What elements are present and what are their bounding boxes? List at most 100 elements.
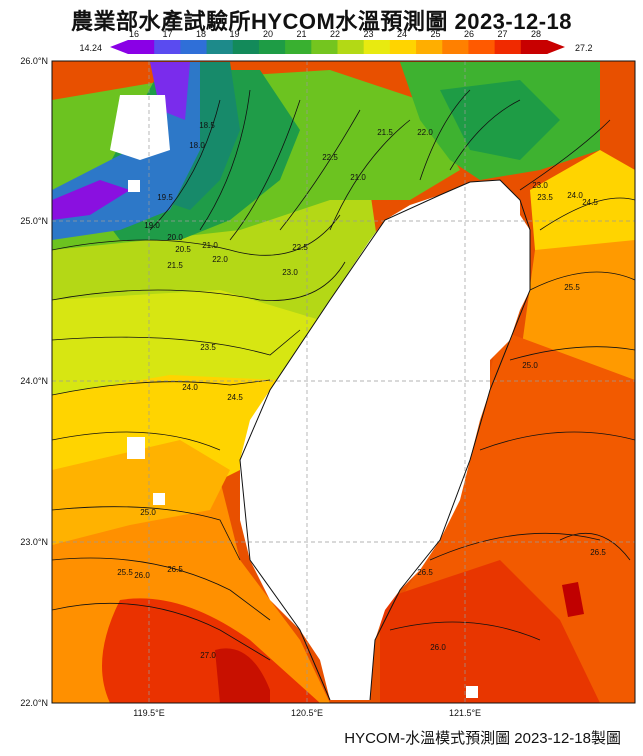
contour-label: 20.0 (167, 233, 183, 242)
colorbar-tick-label: 26 (464, 29, 474, 39)
colorbar-tick-label: 21 (296, 29, 306, 39)
contour-label: 25.0 (522, 361, 538, 370)
contour-label: 23.5 (537, 193, 553, 202)
coastline (239, 179, 531, 701)
longitude-label: 121.5°E (449, 708, 481, 718)
contour-label: 23.0 (282, 268, 298, 277)
colorbar: 16 17 18 19 20 21 22 23 24 25 26 27 28 14.24 27.2 (79, 29, 593, 54)
contour-label: 24.5 (582, 198, 598, 207)
contour-label: 19.5 (157, 193, 173, 202)
contour-label: 26.0 (134, 571, 150, 580)
contour-label: 24.0 (182, 383, 198, 392)
sst-region-east-yellow (530, 150, 635, 270)
footer-caption: HYCOM-水溫模式預測圖 2023-12-18製圖 (344, 730, 621, 747)
colorbar-segment (285, 40, 312, 54)
contour-label: 25.0 (140, 508, 156, 517)
contour-label: 19.0 (144, 221, 160, 230)
colorbar-segment (128, 40, 155, 54)
colorbar-segments (128, 40, 548, 54)
colorbar-tick-label: 27 (497, 29, 507, 39)
colorbar-min-label: 14.24 (79, 43, 102, 53)
colorbar-segment (442, 40, 469, 54)
contour-label: 22.0 (212, 255, 228, 264)
latitude-labels: 26.0°N 25.0°N 24.0°N 23.0°N 22.0°N (20, 56, 48, 708)
penghu-mask (127, 437, 145, 459)
colorbar-segment (180, 40, 208, 54)
contour-label: 21.5 (167, 261, 183, 270)
colorbar-tick-label: 23 (363, 29, 373, 39)
contour-label: 27.0 (200, 651, 216, 660)
latitude-label: 24.0°N (20, 376, 48, 386)
contour-label: 22.5 (322, 153, 338, 162)
island-mask-2 (153, 493, 165, 505)
contour-label: 21.5 (377, 128, 393, 137)
contour-label: 24.0 (567, 191, 583, 200)
sst-region-darkred-sw (215, 648, 270, 703)
longitude-label: 119.5°E (133, 708, 164, 718)
latitude-label: 26.0°N (20, 56, 48, 66)
colorbar-segment (494, 40, 522, 54)
contour-labels: 18.5 18.0 19.5 19.0 20.0 20.5 21.0 21.5 22.0 22.5… (117, 121, 606, 660)
colorbar-segment (232, 40, 260, 54)
kinmen-matsu-mask (110, 95, 170, 160)
colorbar-tick-label: 19 (229, 29, 239, 39)
contour-label: 20.5 (175, 245, 191, 254)
map-title: 農業部水產試驗所HYCOM水溫預測圖 2023-12-18 (70, 9, 573, 34)
graticule (52, 61, 635, 703)
longitude-label: 120.5°E (291, 708, 323, 718)
contour-label: 21.0 (350, 173, 366, 182)
contour-label: 25.5 (564, 283, 580, 292)
sst-region-red-sw (102, 598, 320, 703)
colorbar-tick-label: 16 (129, 29, 139, 39)
colorbar-segment (206, 40, 234, 54)
contour-label: 26.0 (430, 643, 446, 652)
contour-label: 26.5 (167, 565, 183, 574)
taiwan-island (240, 180, 530, 700)
colorbar-tick-label: 17 (162, 29, 172, 39)
map-frame (51, 60, 636, 704)
colorbar-segment (258, 40, 286, 54)
colorbar-tick-label: 20 (263, 29, 273, 39)
contour-lines (52, 89, 635, 661)
sst-region-purple (52, 180, 130, 220)
colorbar-tick-label: 18 (196, 29, 206, 39)
colorbar-tick-label: 28 (531, 29, 541, 39)
colorbar-max-label: 27.2 (575, 43, 593, 53)
sst-field: 18.5 18.0 19.5 19.0 20.0 20.5 21.0 21.5 22.0 22.5… (52, 61, 635, 703)
sst-region-amber (52, 440, 230, 545)
colorbar-segment (337, 40, 365, 54)
contour-label: 18.0 (189, 141, 205, 150)
colorbar-tick-label: 25 (430, 29, 440, 39)
island-mask-3 (128, 180, 140, 192)
contour-label: 23.0 (532, 181, 548, 190)
sst-region-east-red (380, 560, 600, 703)
longitude-labels: 119.5°E 120.5°E 121.5°E (133, 708, 481, 718)
contour-label: 18.5 (199, 121, 215, 130)
contour-label: 26.5 (590, 548, 606, 557)
sst-region-east-darkred (562, 582, 584, 617)
colorbar-segment (311, 40, 338, 54)
colorbar-ticks: 16 17 18 19 20 21 22 23 24 25 26 27 28 (129, 29, 541, 39)
colorbar-tick-label: 24 (397, 29, 407, 39)
colorbar-tick-label: 22 (330, 29, 340, 39)
contour-label: 21.0 (202, 241, 218, 250)
colorbar-max-arrow (547, 40, 565, 54)
colorbar-segment (416, 40, 443, 54)
latitude-label: 23.0°N (20, 537, 48, 547)
contour-label: 22.0 (417, 128, 433, 137)
colorbar-segment (363, 40, 391, 54)
sst-region-ne-darkgreen (440, 80, 560, 160)
colorbar-segment (468, 40, 496, 54)
latitude-label: 25.0°N (20, 216, 48, 226)
contour-label: 22.5 (292, 243, 308, 252)
island-mask-4 (466, 686, 478, 698)
contour-label: 25.5 (117, 568, 133, 577)
colorbar-segment (154, 40, 181, 54)
colorbar-min-arrow (110, 40, 128, 54)
colorbar-segment (389, 40, 417, 54)
colorbar-segment (520, 40, 548, 54)
contour-label: 24.5 (227, 393, 243, 402)
contour-label: 23.5 (200, 343, 216, 352)
latitude-label: 22.0°N (20, 698, 48, 708)
